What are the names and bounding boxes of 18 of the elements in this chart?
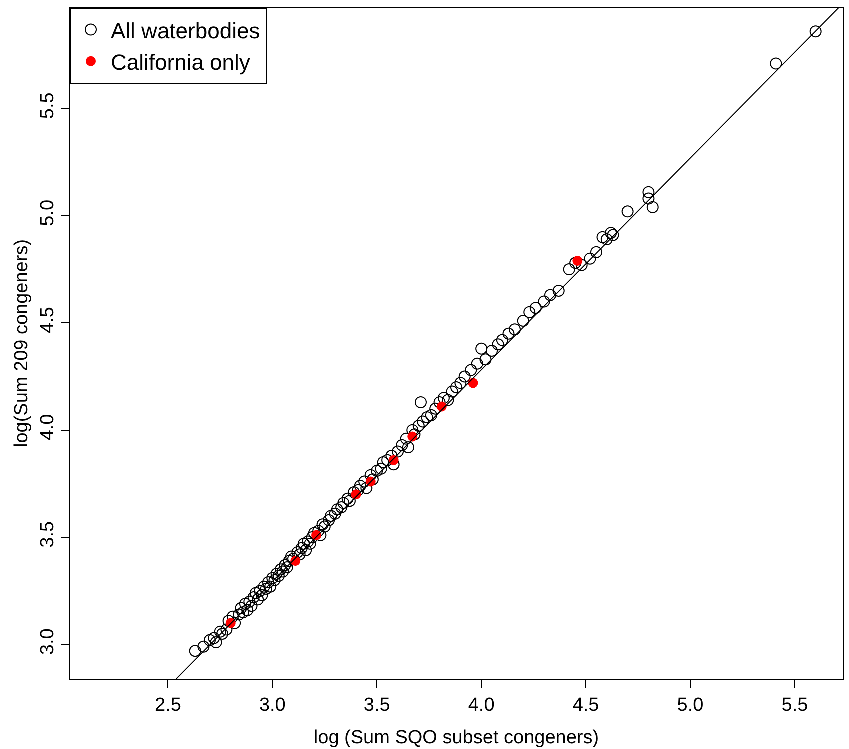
x-tick-label: 4.5 <box>572 694 600 716</box>
legend-label: All waterbodies <box>111 18 260 44</box>
legend-label: California only <box>111 50 250 75</box>
x-axis-title: log (Sum SQO subset congeners) <box>314 728 600 749</box>
y-tick-label: 4.0 <box>37 414 58 441</box>
y-tick-label: 3.0 <box>37 628 58 656</box>
point <box>572 256 583 266</box>
y-axis-title: log(Sum 209 congeners) <box>11 239 32 448</box>
x-tick-label: 3.0 <box>259 694 286 716</box>
x-tick-label: 4.0 <box>468 694 495 716</box>
y-tick-label: 4.5 <box>37 307 58 334</box>
y-tick-label: 5.5 <box>37 92 58 120</box>
x-tick-label: 3.5 <box>364 694 390 716</box>
y-tick-label: 5.0 <box>37 200 58 226</box>
x-tick-label: 5.0 <box>677 694 704 716</box>
x-tick-label: 5.5 <box>782 694 808 716</box>
y-tick-label: 3.5 <box>37 521 58 548</box>
x-tick-label: 2.5 <box>154 694 182 716</box>
